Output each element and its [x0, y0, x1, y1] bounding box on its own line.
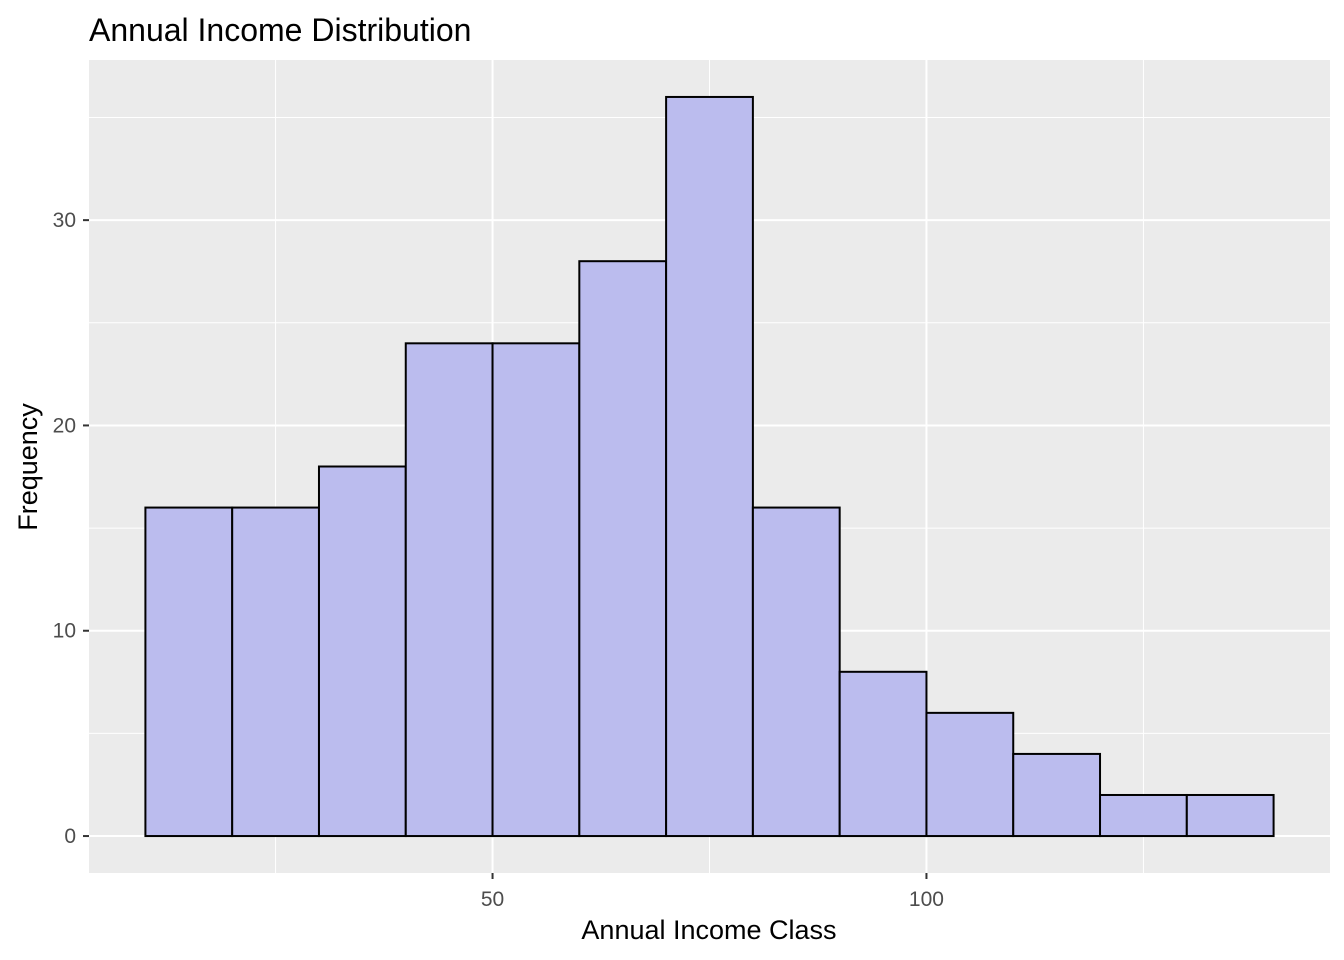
histogram-bar: [578, 260, 668, 838]
histogram-bar: [1012, 752, 1102, 838]
y-axis-ticks: 0 10 20 30: [53, 209, 89, 848]
y-tick-label: 20: [53, 414, 76, 437]
x-tick-label: 50: [481, 888, 504, 911]
histogram-bar: [665, 95, 754, 838]
histogram-bar: [838, 670, 928, 838]
y-tick-label: 30: [53, 209, 76, 232]
histogram-bar: [144, 506, 234, 838]
histogram-bar: [491, 342, 581, 838]
histogram-bar: [1099, 793, 1188, 838]
x-tick-label: 100: [909, 888, 944, 911]
y-tick-label: 10: [53, 620, 76, 643]
chart-title: Annual Income Distribution: [89, 12, 471, 48]
x-axis-title: Annual Income Class: [581, 915, 836, 945]
histogram-bar: [751, 506, 841, 838]
x-axis-ticks: 50 100: [481, 873, 944, 911]
y-axis-title: Frequency: [13, 403, 43, 531]
histogram-bar: [317, 465, 407, 838]
histogram-bar: [404, 342, 494, 838]
histogram-bars: [144, 95, 1275, 838]
histogram-bar: [925, 711, 1015, 838]
histogram-bar: [231, 506, 320, 838]
y-tick-label: 0: [64, 825, 76, 848]
histogram-bar: [1185, 793, 1275, 838]
